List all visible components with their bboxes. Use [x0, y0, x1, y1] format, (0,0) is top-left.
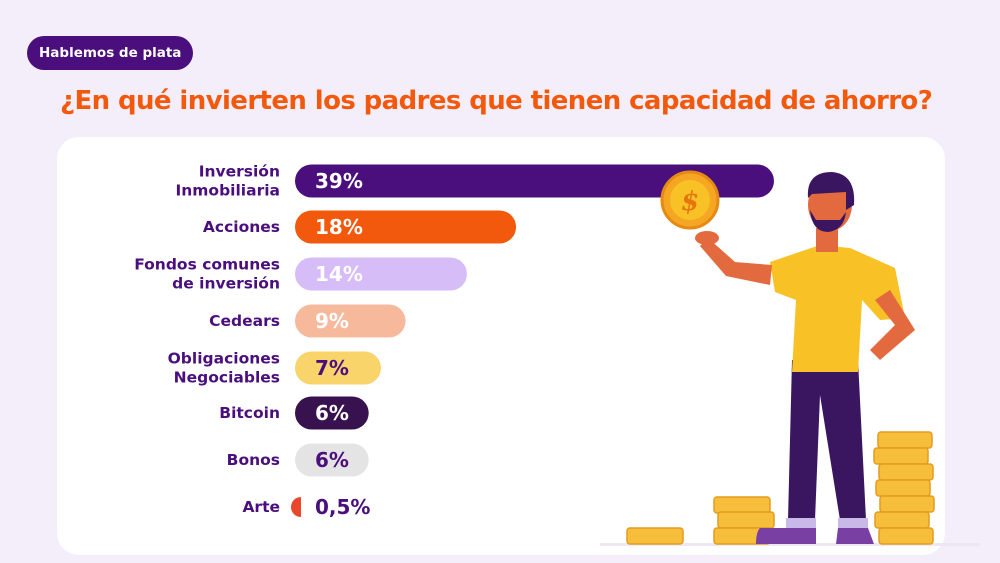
bar [295, 210, 517, 244]
category-label: Inversión [199, 163, 280, 181]
bar [295, 164, 774, 198]
category-label: Acciones [203, 218, 280, 236]
man-holding-coin-illustration: $ [600, 170, 980, 546]
bar [295, 396, 369, 430]
category-label: Obligaciones [168, 350, 280, 368]
bar-value-label: 7% [315, 356, 349, 380]
category-label: de inversión [172, 275, 280, 293]
bar [295, 304, 406, 338]
category-label: Negociables [174, 369, 280, 387]
category-label: Fondos comunes [134, 256, 280, 274]
bar-value-label: 18% [315, 215, 363, 239]
section-badge: Hablemos de plata [27, 36, 194, 70]
coin-stack-icon [626, 431, 935, 545]
bar-value-label: 6% [315, 401, 349, 425]
category-label: Bitcoin [219, 404, 280, 422]
bar-value-label: 0,5% [315, 495, 370, 519]
category-label: Arte [242, 498, 280, 516]
category-label: Cedears [209, 312, 280, 330]
bar [295, 351, 381, 385]
bar-value-label: 14% [315, 262, 363, 286]
bar-value-label: 39% [315, 169, 363, 193]
bar [291, 497, 301, 517]
bar [295, 443, 369, 477]
dollar-coin-icon: $ [660, 170, 720, 230]
bar-value-label: 9% [315, 309, 349, 333]
bar-value-label: 6% [315, 448, 349, 472]
category-label: Bonos [227, 451, 280, 469]
svg-text:$: $ [681, 187, 699, 217]
chart-title: ¿En qué invierten los padres que tienen … [60, 86, 933, 116]
bar [295, 257, 467, 291]
category-label: Inmobiliaria [175, 182, 280, 200]
